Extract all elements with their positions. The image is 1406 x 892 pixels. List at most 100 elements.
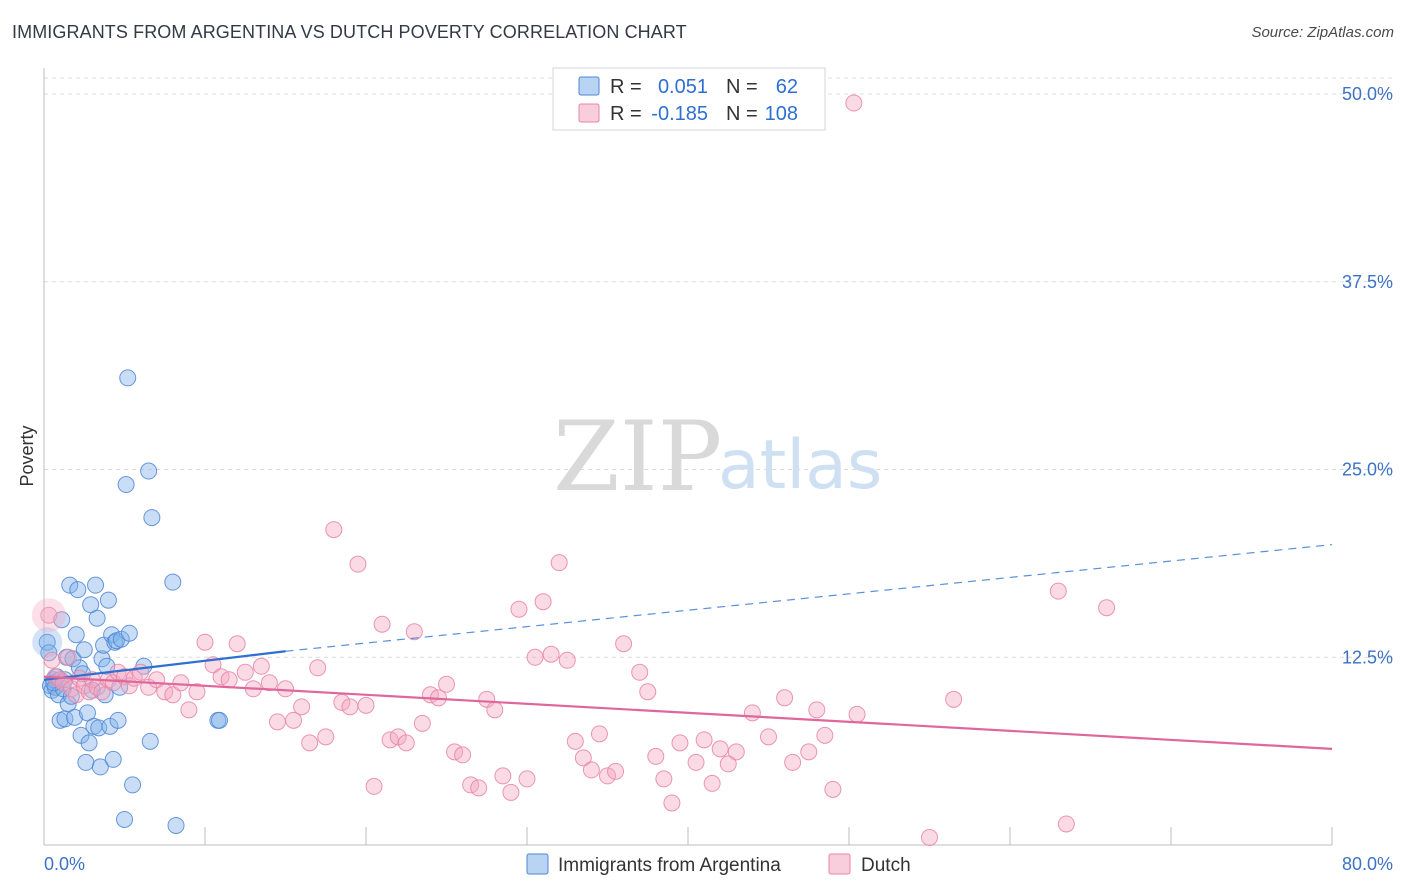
argentina-point	[67, 626, 85, 644]
dutch-point	[945, 690, 963, 708]
dutch-point	[1098, 599, 1116, 617]
argentina-point	[77, 753, 95, 771]
dutch-point	[252, 657, 270, 675]
argentina-point	[75, 641, 93, 659]
dutch-point	[277, 680, 294, 698]
argentina-point	[66, 708, 84, 726]
x-ticks	[204, 827, 1333, 845]
argentina-trend-dashed	[285, 544, 1333, 652]
source-label: Source: ZipAtlas.com	[1251, 24, 1394, 41]
argentina-point	[210, 711, 228, 729]
argentina-point	[53, 611, 71, 629]
y-tick-label: 50.0%	[1342, 84, 1393, 104]
argentina-point	[116, 810, 133, 828]
dutch-point-cluster	[31, 598, 66, 633]
dutch-point	[703, 774, 721, 792]
dutch-point	[719, 755, 737, 773]
dutch-point	[285, 711, 303, 729]
dutch-point	[647, 747, 665, 765]
argentina-point	[109, 711, 127, 729]
dutch-point	[566, 732, 584, 750]
dutch-point	[236, 663, 254, 681]
series-argentina-points	[32, 369, 228, 834]
y-tick-label: 12.5%	[1342, 647, 1393, 667]
legend-r-label-dutch: R =	[610, 103, 642, 125]
dutch-point	[317, 728, 335, 746]
dutch-point	[526, 648, 544, 666]
dutch-point	[40, 606, 58, 624]
dutch-point	[808, 701, 826, 719]
bottom-legend-swatch-dutch	[828, 853, 851, 875]
x-tick-label-min: 0.0%	[44, 854, 85, 874]
dutch-point	[373, 615, 391, 633]
dutch-point	[800, 743, 818, 761]
dutch-point	[760, 728, 777, 746]
x-tick-label-max: 80.0%	[1342, 854, 1393, 874]
dutch-point	[655, 770, 673, 788]
legend-swatch-argentina	[578, 76, 600, 96]
dutch-point	[365, 777, 383, 795]
dutch-point	[784, 753, 802, 771]
argentina-point	[143, 509, 161, 527]
watermark-zip: ZIP	[553, 401, 722, 513]
dutch-point	[695, 731, 713, 749]
dutch-point	[1049, 582, 1067, 600]
dutch-point	[438, 675, 455, 693]
dutch-point	[349, 555, 367, 573]
argentina-point	[91, 758, 109, 776]
argentina-point	[80, 734, 98, 752]
dutch-point	[687, 753, 705, 771]
argentina-point-cluster	[32, 627, 63, 658]
dutch-point	[615, 635, 633, 653]
dutch-point	[172, 674, 190, 692]
dutch-point	[542, 645, 560, 663]
chart-title: IMMIGRANTS FROM ARGENTINA VS DUTCH POVER…	[12, 22, 687, 42]
dutch-point	[574, 749, 592, 767]
y-tick-label: 37.5%	[1342, 272, 1393, 292]
argentina-point	[38, 633, 56, 651]
dutch-point	[607, 762, 625, 780]
dutch-point	[59, 648, 77, 666]
bottom-legend-swatch-argentina	[526, 853, 549, 875]
dutch-point	[816, 726, 834, 744]
dutch-point	[502, 783, 520, 801]
dutch-point	[301, 734, 319, 752]
argentina-trend-solid	[43, 650, 286, 681]
dutch-point	[341, 698, 359, 716]
dutch-point	[845, 94, 863, 112]
argentina-point	[104, 750, 122, 768]
legend-n-value-argentina: 62	[776, 76, 798, 98]
dutch-point	[43, 651, 61, 669]
dutch-point	[824, 780, 842, 798]
argentina-point	[120, 624, 138, 642]
dutch-point	[293, 698, 311, 716]
legend-swatch-dutch	[578, 103, 600, 123]
argentina-point	[69, 581, 87, 599]
dutch-point	[921, 828, 938, 846]
legend-box: R = 0.051 N = 62 R = -0.185 N = 108	[552, 67, 826, 131]
legend-r-value-argentina: 0.051	[658, 76, 708, 98]
dutch-point	[582, 761, 600, 779]
argentina-point	[124, 776, 142, 794]
argentina-point	[61, 576, 79, 594]
dutch-point	[180, 701, 198, 719]
argentina-point	[99, 591, 117, 609]
dutch-point	[454, 746, 472, 764]
dutch-point	[631, 663, 649, 681]
legend-r-value-dutch: -0.185	[651, 103, 708, 125]
dutch-point	[711, 740, 729, 758]
dutch-point	[397, 734, 415, 752]
bottom-legend-label-dutch: Dutch	[861, 855, 911, 876]
argentina-point	[119, 369, 137, 387]
dutch-point	[599, 767, 616, 785]
dutch-point	[164, 686, 182, 704]
dutch-point	[470, 779, 488, 797]
dutch-point	[228, 635, 246, 653]
dutch-point	[534, 593, 552, 611]
legend-n-value-dutch: 108	[765, 103, 798, 125]
dutch-point	[671, 734, 689, 752]
argentina-point	[87, 576, 105, 594]
dutch-point	[663, 794, 681, 812]
argentina-point	[141, 732, 159, 750]
